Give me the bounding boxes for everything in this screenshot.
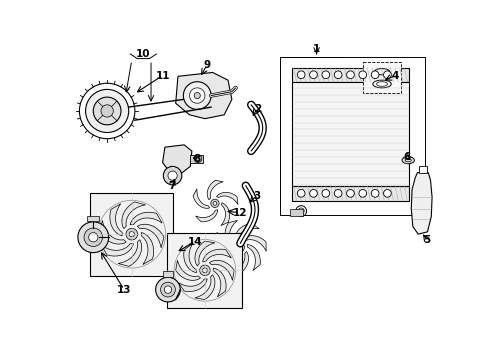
Polygon shape	[101, 244, 133, 256]
Circle shape	[296, 206, 307, 216]
Ellipse shape	[402, 157, 415, 164]
Polygon shape	[195, 275, 215, 300]
Polygon shape	[141, 233, 154, 265]
Polygon shape	[230, 252, 248, 274]
Circle shape	[322, 189, 330, 197]
Circle shape	[235, 242, 245, 252]
Circle shape	[190, 88, 205, 103]
Circle shape	[310, 71, 318, 78]
Circle shape	[211, 199, 219, 207]
Circle shape	[93, 97, 121, 125]
Text: 8: 8	[194, 154, 201, 164]
Text: 4: 4	[392, 71, 399, 81]
Text: 3: 3	[253, 191, 260, 201]
Text: 7: 7	[168, 181, 175, 191]
Polygon shape	[411, 172, 432, 234]
Circle shape	[126, 228, 138, 240]
Circle shape	[183, 82, 211, 109]
Circle shape	[168, 171, 177, 180]
Text: 11: 11	[155, 71, 170, 81]
Polygon shape	[137, 224, 164, 248]
Polygon shape	[195, 241, 215, 266]
Polygon shape	[196, 210, 218, 222]
Polygon shape	[203, 249, 231, 262]
Circle shape	[346, 189, 354, 197]
Bar	[419, 166, 427, 173]
Circle shape	[384, 189, 392, 197]
Polygon shape	[118, 240, 142, 266]
Circle shape	[89, 233, 98, 242]
Polygon shape	[207, 180, 223, 200]
Circle shape	[129, 231, 134, 237]
Circle shape	[163, 166, 182, 185]
Circle shape	[161, 282, 175, 297]
Polygon shape	[193, 189, 210, 208]
Circle shape	[359, 71, 367, 78]
Circle shape	[199, 265, 210, 276]
Bar	[280, 57, 425, 215]
Polygon shape	[163, 145, 192, 174]
Circle shape	[86, 89, 129, 132]
Polygon shape	[122, 202, 146, 229]
Polygon shape	[292, 186, 409, 201]
Polygon shape	[214, 232, 234, 254]
Polygon shape	[247, 244, 260, 271]
Circle shape	[384, 71, 392, 78]
Polygon shape	[214, 255, 241, 265]
Circle shape	[213, 202, 217, 205]
Polygon shape	[178, 279, 207, 292]
Bar	[168, 233, 243, 308]
Circle shape	[101, 105, 113, 117]
Bar	[190, 155, 203, 163]
Polygon shape	[242, 236, 266, 251]
Polygon shape	[175, 72, 232, 119]
Bar	[163, 271, 173, 276]
Polygon shape	[184, 244, 196, 273]
Polygon shape	[217, 192, 238, 204]
Circle shape	[164, 286, 171, 293]
Text: 5: 5	[423, 235, 430, 244]
Text: 2: 2	[254, 104, 261, 114]
Circle shape	[322, 71, 330, 78]
Polygon shape	[235, 223, 259, 240]
Text: 14: 14	[188, 237, 202, 247]
Polygon shape	[209, 260, 234, 280]
Text: 10: 10	[136, 49, 150, 59]
Circle shape	[78, 222, 109, 253]
Bar	[90, 193, 173, 275]
Circle shape	[194, 155, 202, 163]
Bar	[290, 209, 303, 216]
Text: 13: 13	[117, 285, 131, 294]
Circle shape	[346, 71, 354, 78]
Circle shape	[194, 93, 200, 99]
Circle shape	[84, 228, 102, 247]
Bar	[292, 82, 409, 186]
Circle shape	[310, 189, 318, 197]
Circle shape	[359, 189, 367, 197]
Polygon shape	[130, 212, 162, 225]
Circle shape	[334, 189, 342, 197]
Polygon shape	[214, 268, 226, 297]
Text: 12: 12	[232, 208, 247, 217]
Polygon shape	[99, 220, 126, 244]
Circle shape	[202, 268, 207, 273]
Bar	[87, 216, 99, 221]
Circle shape	[297, 189, 305, 197]
Text: 6: 6	[404, 152, 411, 162]
Circle shape	[334, 71, 342, 78]
Circle shape	[371, 71, 379, 78]
Polygon shape	[175, 260, 200, 280]
Circle shape	[156, 277, 180, 302]
Circle shape	[371, 189, 379, 197]
Bar	[363, 62, 401, 93]
Polygon shape	[221, 203, 229, 226]
Polygon shape	[292, 68, 409, 82]
Text: 1: 1	[313, 44, 320, 54]
Text: 9: 9	[204, 60, 211, 70]
Circle shape	[297, 71, 305, 78]
Polygon shape	[110, 204, 122, 236]
Polygon shape	[225, 220, 238, 247]
Circle shape	[238, 245, 242, 249]
